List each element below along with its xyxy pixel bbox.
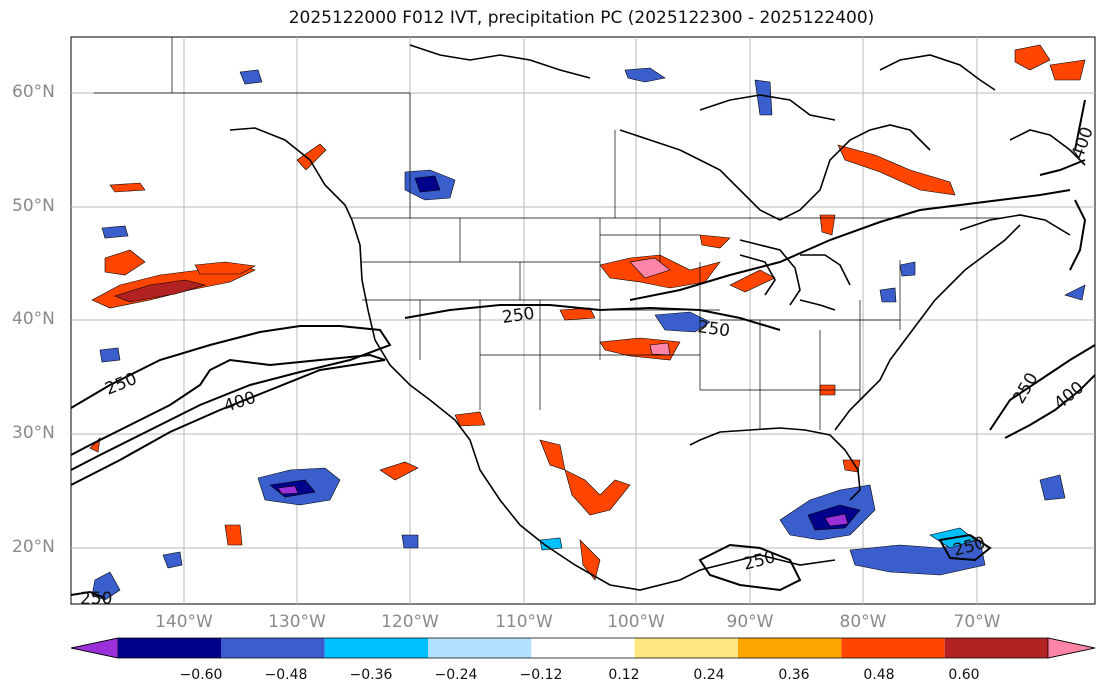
colorbar-segment <box>944 638 1048 658</box>
colorbar-segment <box>738 638 842 658</box>
colorbar-outline <box>70 637 1096 659</box>
colorbar-tick: −0.12 <box>519 667 563 683</box>
ivt-contours <box>70 99 1096 599</box>
lon-label-100w: 100°W <box>607 612 665 632</box>
colorbar-segment <box>428 638 532 658</box>
colorbar-segment <box>118 638 222 658</box>
lon-label-80w: 80°W <box>839 612 887 632</box>
lon-label-70w: 70°W <box>953 612 1001 632</box>
lat-label-60: 60°N <box>12 82 55 102</box>
lon-label-110w: 110°W <box>495 612 553 632</box>
precip-blobs <box>89 44 1086 601</box>
lat-label-50: 50°N <box>12 196 55 216</box>
colorbar-segment <box>531 638 635 658</box>
colorbar-tick: 0.48 <box>863 667 895 683</box>
colorbar-tick: −0.24 <box>434 667 478 683</box>
coastlines <box>229 44 1086 591</box>
colorbar-tick: 0.24 <box>693 667 725 683</box>
lat-label-20: 20°N <box>12 537 55 557</box>
map-title: 2025122000 F012 IVT, precipitation PC (2… <box>288 8 875 28</box>
colorbar-tick: −0.36 <box>349 667 393 683</box>
lon-label-90w: 90°W <box>726 612 774 632</box>
colorbar-tick: −0.60 <box>179 667 223 683</box>
colorbar-segment <box>841 638 945 658</box>
colorbar-tick: 0.12 <box>608 667 640 683</box>
lon-label-120w: 120°W <box>381 612 439 632</box>
lon-label-130w: 130°W <box>268 612 326 632</box>
lat-label-40: 40°N <box>12 309 55 329</box>
colorbar-tick: 0.36 <box>778 667 810 683</box>
colorbar-extend-high <box>1047 637 1096 659</box>
colorbar-segment <box>324 638 428 658</box>
lat-label-30: 30°N <box>12 423 55 443</box>
lon-label-140w: 140°W <box>155 612 213 632</box>
colorbar-segment <box>221 638 325 658</box>
colorbar-segment <box>634 638 738 658</box>
colorbar-tick: −0.48 <box>264 667 308 683</box>
colorbar <box>70 637 1096 659</box>
colorbar-tick: 0.60 <box>948 667 980 683</box>
colorbar-extend-low <box>70 637 119 659</box>
